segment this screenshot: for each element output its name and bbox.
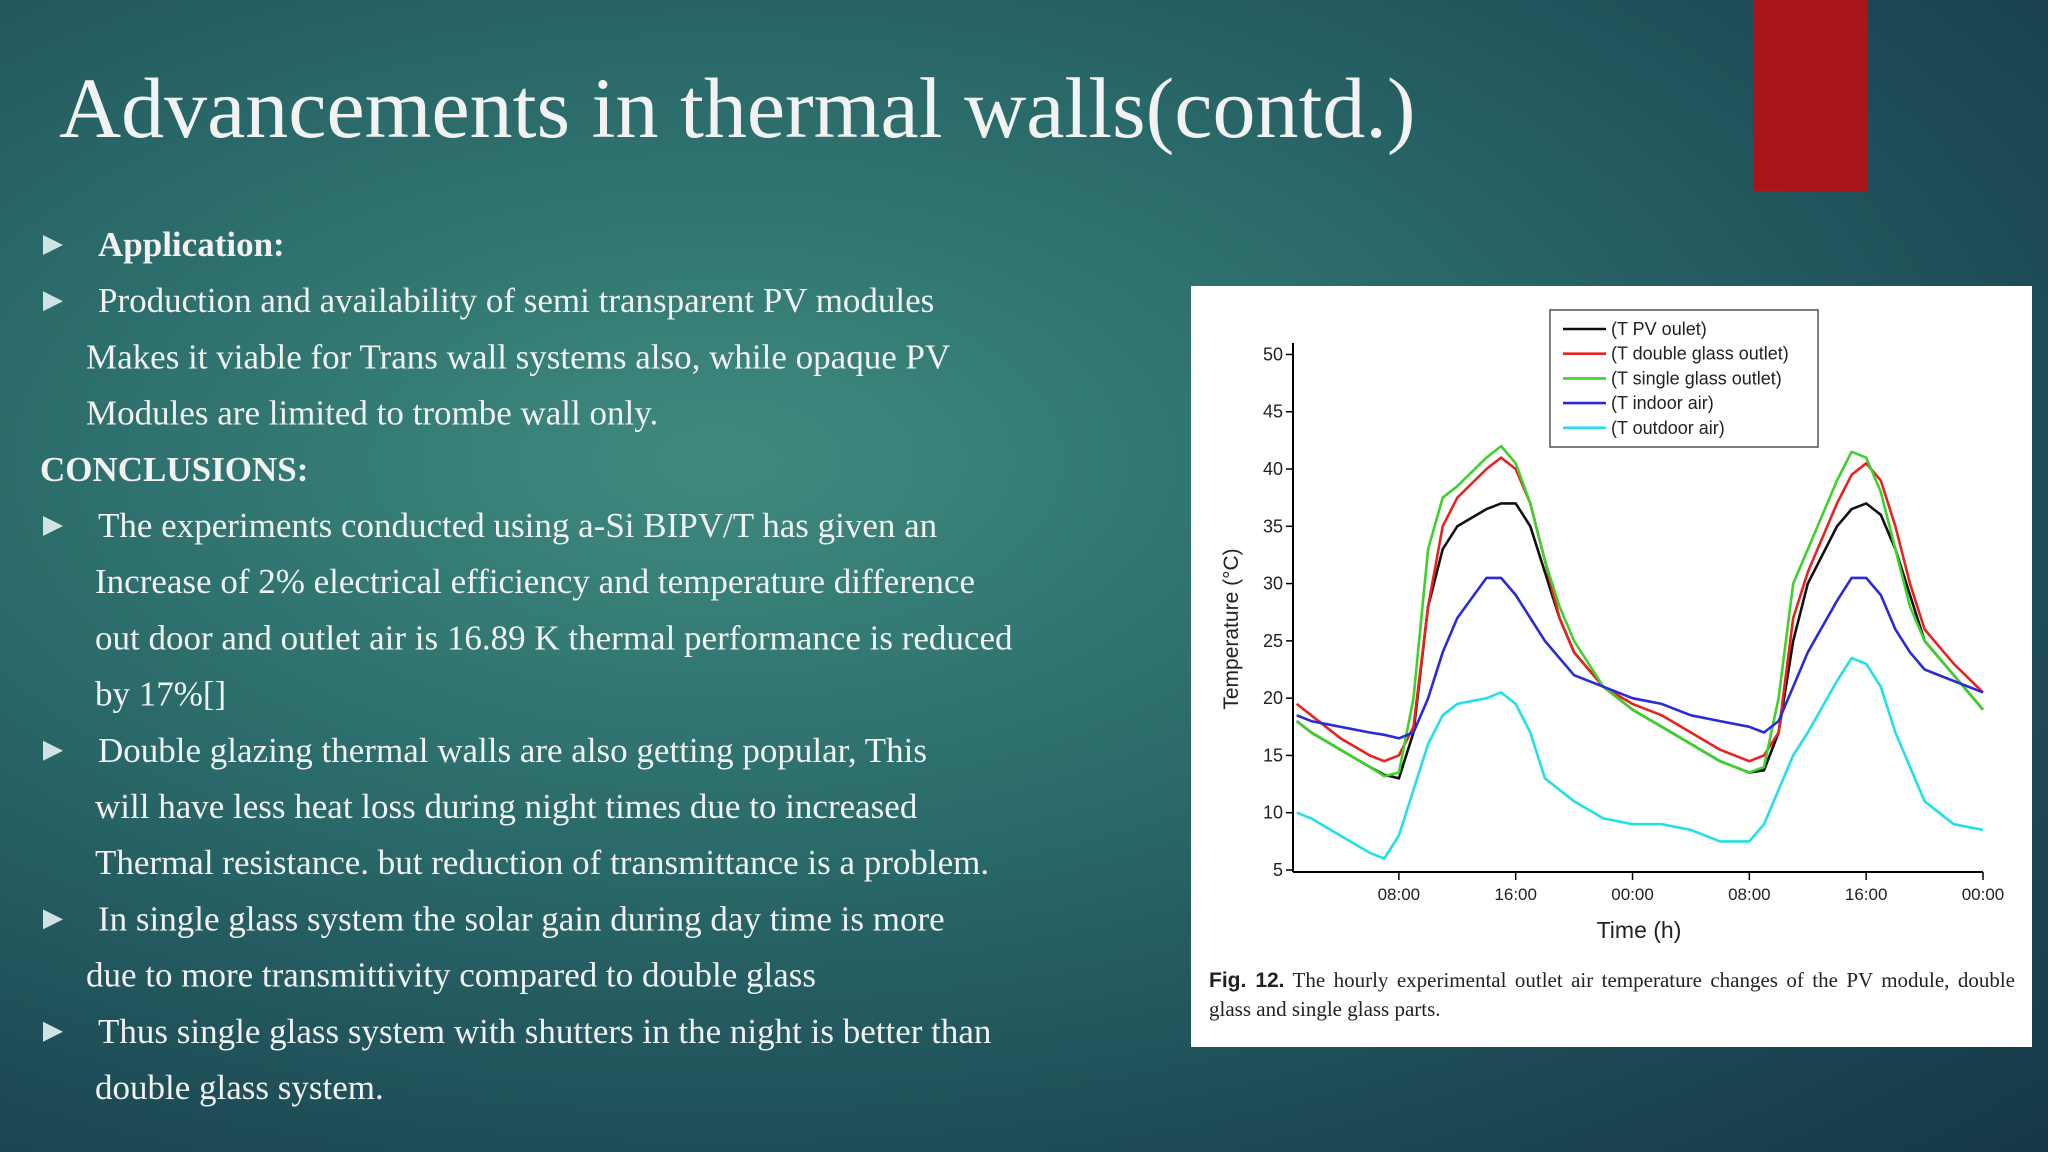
y-tick-label: 5 [1273, 860, 1283, 880]
body-line: due to more transmittivity compared to d… [86, 956, 816, 995]
y-tick-label: 35 [1263, 516, 1283, 536]
series-line [1296, 576, 1984, 740]
body-line: Makes it viable for Trans wall systems a… [86, 337, 950, 376]
caption-text: The hourly experimental outlet air tempe… [1209, 968, 2015, 1021]
body-line: The experiments conducted using a-Si BIP… [98, 506, 937, 545]
legend-label: (T indoor air) [1611, 393, 1714, 413]
bullet [43, 235, 63, 255]
bullet [43, 516, 63, 536]
body-line: Modules are limited to trombe wall only. [86, 394, 658, 433]
y-tick-label: 50 [1263, 344, 1283, 364]
chart: 5 10 15 20 25 30 35 40 45 50 08:00 16:00 00:00 08:00 1… [1220, 309, 2005, 943]
x-axis-label: Time (h) [1597, 917, 1682, 943]
body-line: by 17%[] [95, 675, 226, 714]
y-tick-label: 10 [1263, 803, 1283, 823]
body-line: Thermal resistance. but reduction of tra… [95, 843, 989, 882]
body-line: Production and availability of semi tran… [98, 281, 934, 320]
body-line: Thus single glass system with shutters i… [98, 1012, 991, 1051]
legend-label: (T PV oulet) [1611, 319, 1707, 339]
x-tick-label: 16:00 [1494, 885, 1537, 904]
y-tick-label: 20 [1263, 688, 1283, 708]
x-tick-label: 00:00 [1611, 885, 1654, 904]
caption-label: Fig. 12. [1209, 969, 1285, 992]
body-text: Application: Production and availability … [40, 225, 1013, 1107]
y-tick-label: 15 [1263, 745, 1283, 765]
body-line: Application: [98, 225, 285, 264]
series-line [1295, 444, 1984, 778]
y-tick-label: 40 [1263, 459, 1283, 479]
body-line: out door and outlet air is 16.89 K therm… [95, 618, 1013, 657]
legend-label: (T double glass outlet) [1611, 344, 1789, 364]
x-tick-label: 16:00 [1845, 885, 1888, 904]
accent-bar [1753, 0, 1868, 191]
x-tick-label: 00:00 [1962, 885, 2005, 904]
body-line: double glass system. [95, 1068, 384, 1107]
y-tick-label: 30 [1263, 574, 1283, 594]
bullet [43, 740, 63, 761]
figure-caption: Fig. 12. The hourly experimental outlet … [1209, 966, 2015, 1024]
y-tick-label: 25 [1263, 631, 1283, 651]
bullet [43, 909, 63, 930]
x-tick-label: 08:00 [1728, 885, 1771, 904]
slide-title: Advancements in thermal walls(contd.) [59, 60, 1415, 156]
body-line: CONCLUSIONS: [40, 450, 308, 489]
legend-label: (T single glass outlet) [1611, 368, 1782, 388]
body-line: In single glass system the solar gain du… [98, 899, 945, 938]
legend-label: (T outdoor air) [1611, 418, 1725, 438]
series-line [1296, 656, 1984, 860]
body-line: Increase of 2% electrical efficiency and… [95, 562, 975, 601]
y-tick-label: 45 [1263, 402, 1283, 422]
body-line: will have less heat loss during night ti… [95, 787, 918, 826]
legend-box [1549, 309, 1819, 448]
body-line: Double glazing thermal walls are also ge… [98, 731, 927, 770]
bullet [43, 1021, 63, 1042]
x-tick-label: 08:00 [1378, 885, 1421, 904]
bullet [43, 291, 63, 312]
y-axis-label: Temperature (°C) [1220, 548, 1243, 709]
